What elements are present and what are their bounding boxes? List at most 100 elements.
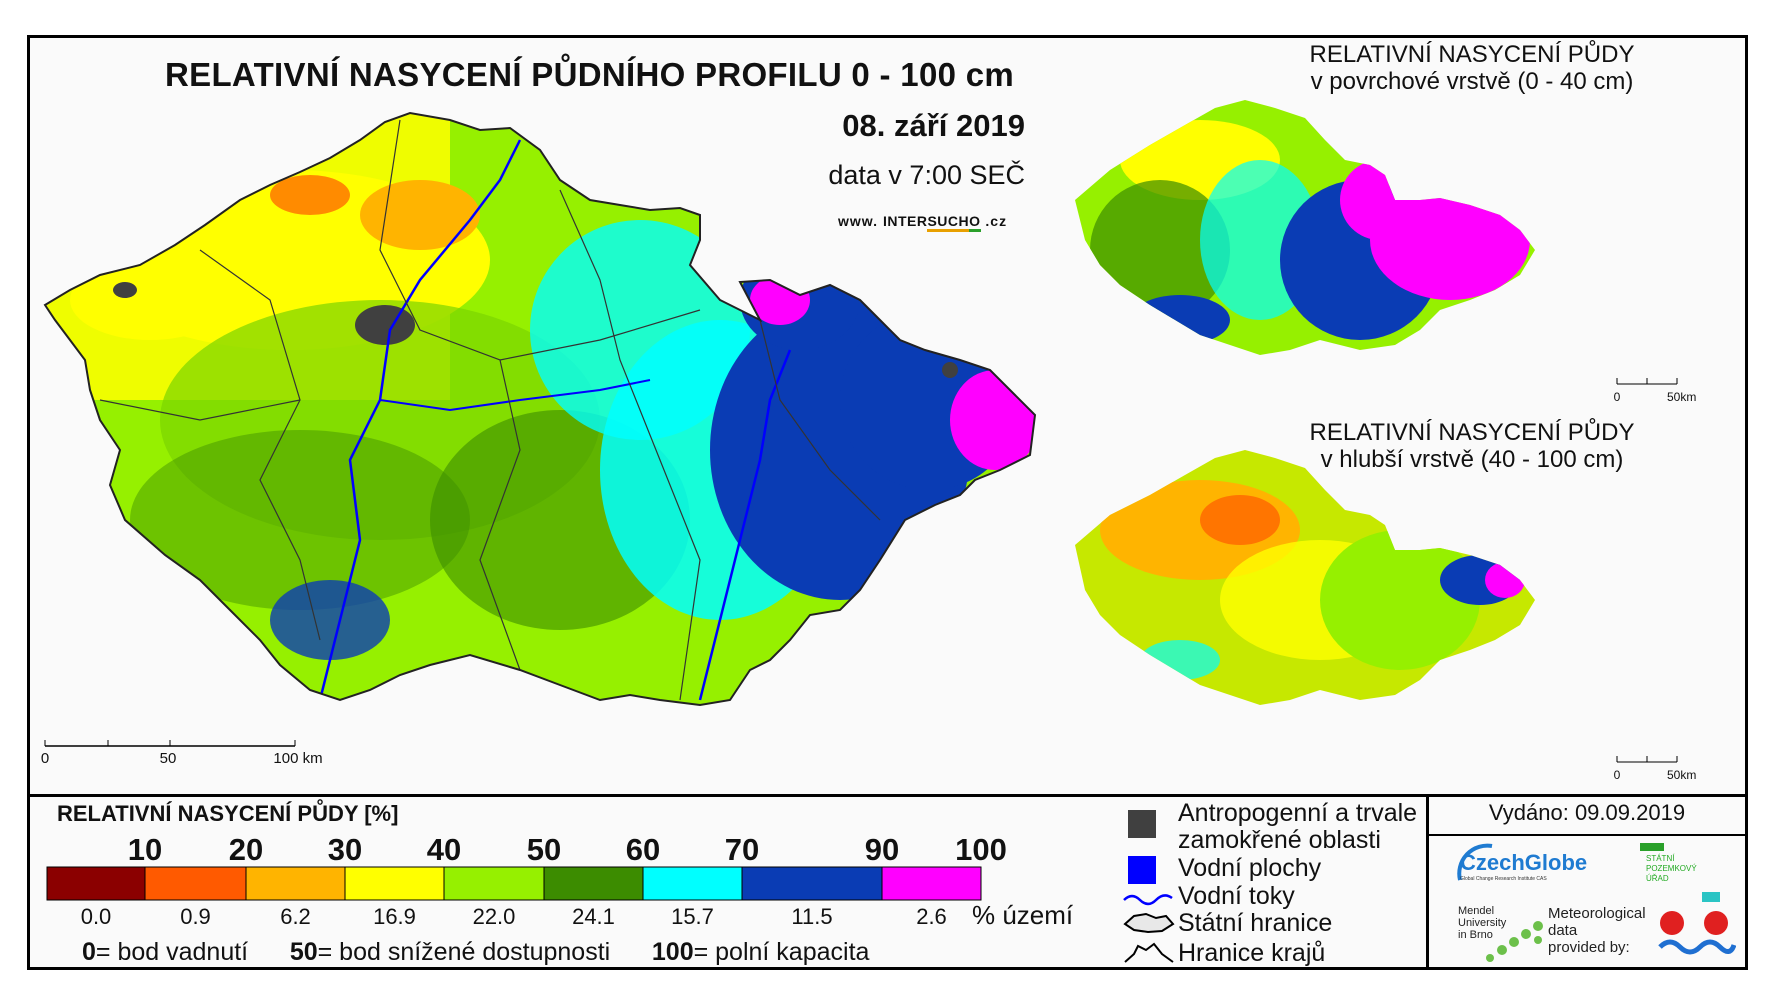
threshold-label-90: 90	[864, 832, 900, 867]
surface-scalebar-label-0: 0	[1613, 390, 1621, 404]
percent-unit-label: % území	[972, 900, 1074, 930]
class-percent-5: 24.1	[572, 904, 615, 929]
czechglobe-logo-text: CzechGlobe Global Change Research Instit…	[1460, 850, 1587, 882]
note-value-100: 100	[651, 938, 694, 966]
threshold-label-30: 30	[327, 832, 363, 867]
website-link[interactable]: www. INTERSUCHO .cz	[838, 213, 1008, 232]
legend-region-border: Hranice krajů	[1178, 939, 1326, 967]
website-brand-c: O	[969, 213, 981, 232]
threshold-label-50: 50	[526, 832, 562, 867]
legend-class-2	[245, 866, 346, 901]
class-percent-4: 22.0	[472, 904, 516, 929]
threshold-label-70: 70	[724, 832, 760, 867]
note-text-50: = bod snížené dostupnosti	[317, 938, 611, 966]
main-saturation-map	[45, 113, 1035, 705]
class-percent-1: 0.9	[180, 904, 211, 929]
deep-saturation-map	[1075, 450, 1535, 705]
legend-notes: 0= bod vadnutí 50= bod snížené dostupnos…	[82, 938, 869, 967]
threshold-label-20: 20	[228, 832, 264, 867]
legend-class-5	[543, 866, 644, 901]
legend-title: RELATIVNÍ NASYCENÍ PŮDY [%]	[57, 801, 399, 826]
threshold-label-100: 100	[955, 832, 1007, 867]
scalebar-label-100: 100 km	[273, 750, 323, 767]
class-percent-6: 15.7	[671, 904, 714, 929]
szu-logo-accent	[1702, 892, 1720, 902]
deep-scalebar-label-50: 50km	[1667, 768, 1697, 782]
website-brand-a: INTER	[882, 213, 928, 229]
meteo-credit: Meteorological data provided by:	[1548, 905, 1646, 956]
szu-line1: STÁTNÍ	[1646, 854, 1675, 863]
legend-colorbar	[46, 866, 982, 901]
website-prefix: www.	[838, 213, 879, 229]
legend-class-0	[46, 866, 146, 901]
mendel-line1: Mendel	[1458, 905, 1495, 917]
note-text-0: = bod vadnutí	[95, 938, 249, 966]
legend-anthropogenic-line1: Antropogenní a trvale	[1178, 799, 1418, 827]
surface-map-title-line1: RELATIVNÍ NASYCENÍ PŮDY	[1309, 41, 1635, 68]
scalebar-label-50: 50	[159, 750, 177, 767]
note-value-50: 50	[289, 938, 318, 966]
blue-square-icon	[1128, 856, 1156, 884]
legend-anthropogenic-line2: zamokřené oblasti	[1178, 826, 1381, 854]
meteo-line1: Meteorological	[1548, 905, 1646, 922]
threshold-label-60: 60	[625, 832, 661, 867]
szu-line3: ÚŘAD	[1646, 874, 1669, 883]
czechglobe-logo	[1457, 843, 1493, 881]
legend-divider	[27, 794, 1748, 797]
legend-class-6	[642, 866, 743, 901]
deep-map-title-line2: v hlubší vrstvě (40 - 100 cm)	[1320, 446, 1624, 473]
note-text-100: = polní kapacita	[693, 938, 870, 966]
class-percent-7: 11.5	[791, 904, 833, 929]
czechglobe-subtitle: Global Change Research Institute CAS	[1460, 876, 1547, 882]
mendel-dots-logo	[1486, 921, 1543, 962]
website-brand: INTERSUCHO	[883, 213, 981, 232]
class-percent-3: 16.9	[373, 904, 416, 929]
logos-divider	[1426, 794, 1429, 970]
website-suffix: .cz	[985, 213, 1008, 229]
main-map-date: 08. září 2019	[842, 108, 1025, 143]
szu-logo-mark	[1640, 843, 1664, 851]
website-brand-b: SUCH	[927, 213, 970, 232]
surface-map-title: RELATIVNÍ NASYCENÍ PŮDY v povrchové vrst…	[1222, 41, 1722, 95]
legend-state-border: Státní hranice	[1178, 909, 1333, 937]
legend-water-bodies: Vodní plochy	[1178, 854, 1322, 882]
surface-map-title-line2: v povrchové vrstvě (0 - 40 cm)	[1310, 68, 1634, 95]
issued-date: Vydáno: 09.09.2019	[1488, 800, 1686, 825]
legend-rivers: Vodní toky	[1178, 882, 1295, 910]
main-map-time: data v 7:00 SEČ	[828, 160, 1025, 190]
state-border-icon	[1123, 912, 1175, 934]
meteo-line3: provided by:	[1548, 939, 1630, 956]
mendel-line2: University	[1458, 917, 1507, 929]
mendel-line3: in Brno	[1458, 929, 1493, 941]
river-line-icon	[1123, 894, 1173, 906]
class-percent-2: 6.2	[280, 904, 311, 929]
class-percent-0: 0.0	[80, 904, 112, 929]
szu-line2: POZEMKOVÝ	[1646, 864, 1697, 873]
note-value-0: 0	[82, 938, 96, 966]
chmi-logo	[1658, 911, 1736, 955]
class-percent-8: 2.6	[916, 904, 947, 929]
issued-divider	[1426, 834, 1748, 836]
legend-anthropogenic: Antropogenní a trvale zamokřené oblasti	[1178, 800, 1417, 854]
deep-map-title-line1: RELATIVNÍ NASYCENÍ PŮDY	[1309, 419, 1635, 446]
scalebar-label-0: 0	[40, 750, 50, 767]
threshold-label-40: 40	[426, 832, 462, 867]
surface-saturation-map	[1075, 100, 1535, 355]
legend-class-4	[443, 866, 545, 901]
legend-class-7	[741, 866, 883, 901]
surface-scalebar-label-50: 50km	[1667, 390, 1697, 404]
deep-map-title: RELATIVNÍ NASYCENÍ PŮDY v hlubší vrstvě …	[1222, 419, 1722, 473]
legend-class-1	[144, 866, 247, 901]
deep-scalebar-label-0: 0	[1613, 768, 1621, 782]
main-map-title: RELATIVNÍ NASYCENÍ PŮDNÍHO PROFILU 0 - 1…	[165, 56, 1015, 93]
czechglobe-name: CzechGlobe	[1460, 850, 1588, 875]
szu-logo: STÁTNÍ POZEMKOVÝ ÚŘAD	[1646, 854, 1697, 884]
main-scalebar	[44, 740, 296, 747]
threshold-label-10: 10	[127, 832, 163, 867]
grey-square-icon	[1128, 810, 1156, 838]
surface-scalebar	[1616, 378, 1678, 385]
meteo-line2: data	[1548, 922, 1578, 939]
deep-scalebar	[1616, 756, 1678, 763]
mendel-logo: Mendel University in Brno	[1458, 905, 1506, 941]
